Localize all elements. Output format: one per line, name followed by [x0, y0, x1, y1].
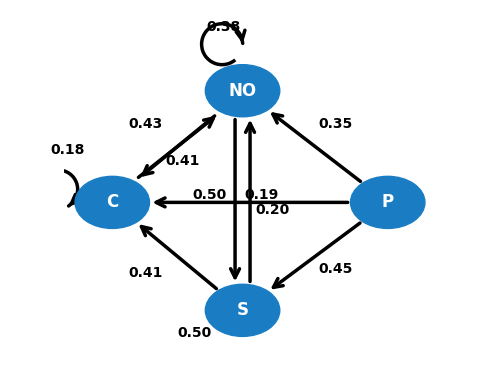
Ellipse shape — [206, 64, 280, 117]
Ellipse shape — [75, 176, 150, 228]
Text: 0.20: 0.20 — [255, 203, 290, 217]
Ellipse shape — [206, 284, 280, 336]
FancyArrowPatch shape — [143, 116, 214, 175]
FancyArrowPatch shape — [230, 120, 239, 278]
Text: 0.50: 0.50 — [192, 188, 226, 202]
Text: NO: NO — [228, 82, 256, 100]
Text: 0.50: 0.50 — [177, 326, 212, 340]
Text: 0.45: 0.45 — [318, 262, 353, 276]
Text: 0.35: 0.35 — [318, 117, 352, 131]
FancyArrowPatch shape — [138, 118, 214, 177]
FancyArrowPatch shape — [156, 198, 348, 207]
FancyArrowPatch shape — [246, 123, 254, 282]
Text: 0.18: 0.18 — [50, 143, 85, 157]
FancyArrowPatch shape — [273, 114, 360, 182]
Text: 0.41: 0.41 — [166, 154, 200, 168]
Text: S: S — [236, 302, 248, 320]
Text: 0.41: 0.41 — [128, 266, 163, 280]
Text: 0.19: 0.19 — [244, 188, 278, 202]
Text: 0.38: 0.38 — [207, 21, 241, 34]
Text: 0.43: 0.43 — [128, 117, 163, 131]
FancyArrowPatch shape — [142, 226, 216, 289]
Text: P: P — [382, 194, 394, 211]
Text: C: C — [106, 194, 118, 211]
Ellipse shape — [350, 176, 425, 228]
FancyArrowPatch shape — [274, 223, 360, 287]
